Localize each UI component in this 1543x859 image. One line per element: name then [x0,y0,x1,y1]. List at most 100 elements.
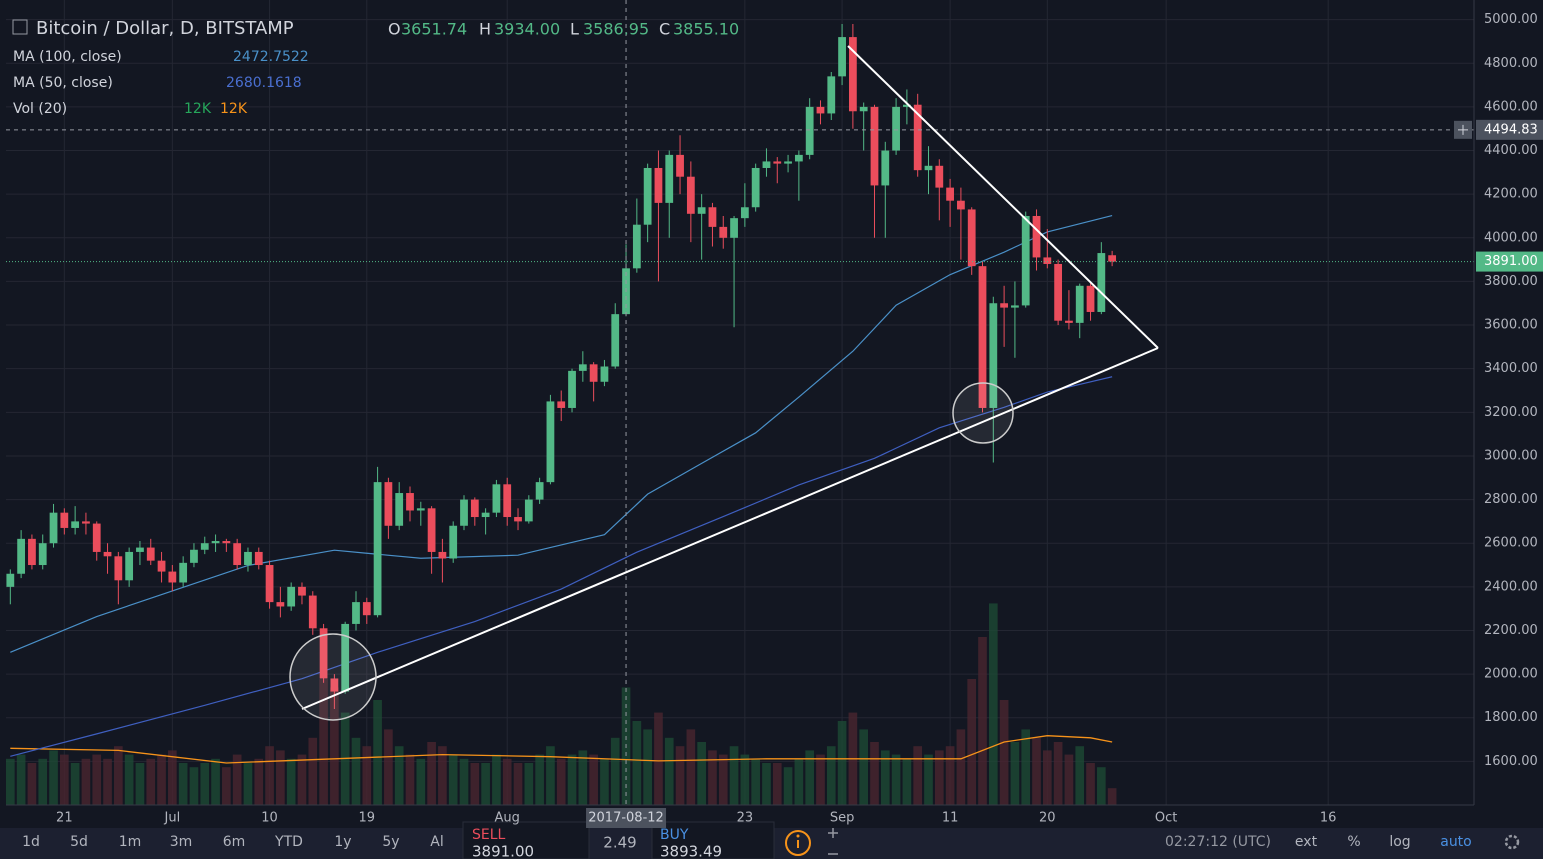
clock: 02:27:12 (UTC) [1165,834,1271,850]
volume-bar [1097,767,1106,805]
candle-body [1065,320,1073,323]
volume-bar [772,763,782,805]
candle-body [1043,257,1052,264]
range-button[interactable]: 5d [70,834,88,850]
candle-body [492,484,501,513]
range-button[interactable]: 1m [119,834,142,850]
candle-body [71,521,80,528]
settings-icon[interactable] [1504,834,1520,850]
candle-body [784,161,792,164]
candle-body [719,226,728,238]
volume-bar [610,737,620,805]
circle-drawing[interactable] [952,382,1014,444]
candle-body [28,538,36,566]
candle-body [794,154,803,162]
candle-body [362,602,371,616]
volume-bar [427,742,436,805]
percent-button[interactable]: % [1347,834,1360,850]
volume-bar [697,742,706,805]
candle-body [578,364,587,371]
candle-body [17,538,26,574]
candle-body [1011,305,1019,308]
volume-bar [416,758,426,805]
volume-bar [60,754,69,805]
candle-body [395,493,404,526]
candle-body [848,37,857,112]
indicator-name[interactable]: MA (50, close) [13,75,113,91]
info-icon[interactable] [785,830,811,856]
volume-bar [999,700,1009,805]
range-button[interactable]: YTD [274,834,303,850]
log-button[interactable]: log [1389,834,1410,850]
indicator-name[interactable]: MA (100, close) [13,49,122,65]
candle-body [740,207,749,219]
range-button[interactable]: 6m [223,834,246,850]
ext-button[interactable]: ext [1295,834,1318,850]
auto-button[interactable]: auto [1440,834,1472,850]
zoom-buttons[interactable] [828,828,838,855]
x-tick-label: 11 [942,811,959,826]
candle-body [1032,215,1041,258]
volume-bar [956,729,966,805]
volume-bar [405,754,415,805]
range-button[interactable]: 1d [22,834,40,850]
volume-bar [189,767,199,805]
volume-bar [200,763,210,805]
trend-line[interactable] [301,347,1159,710]
y-tick-label: 3000.00 [1484,448,1538,463]
volume-bar [81,758,91,805]
volume-bar [913,746,923,805]
y-tick-label: 2200.00 [1484,623,1538,638]
volume-bar [1086,763,1095,805]
collapse-icon[interactable] [12,19,28,35]
range-button[interactable]: Al [430,834,443,850]
buy-price: 3893.49 [660,843,722,859]
range-button[interactable]: 5y [382,834,399,850]
candle-body [924,165,933,171]
circle-drawing[interactable] [289,633,377,721]
sell-button[interactable] [462,821,590,859]
volume-ma-line [10,735,1113,764]
trend-line[interactable] [847,45,1159,349]
volume-bar [330,687,339,805]
volume-bar [1053,742,1063,805]
candle-body [1000,303,1008,308]
buy-button[interactable] [651,821,775,859]
candle-body [524,499,533,522]
volume-bar [654,712,663,805]
volume-bar [1042,750,1052,805]
candle-body [697,207,706,214]
volume-bar [632,721,642,805]
ohlc-label: O [388,20,401,39]
volume-bar [967,679,977,805]
volume-bar [567,754,577,805]
candle-body [946,187,954,201]
volume-bar [38,758,48,805]
y-tick-label: 4800.00 [1484,56,1538,71]
volume-bar [308,737,318,805]
volume-bar [578,750,588,805]
candle-body [643,167,652,225]
candle-body [957,200,965,210]
ohlc-label: L [570,20,579,39]
volume-bar [891,754,901,805]
candle-body [913,104,922,171]
symbol[interactable]: Bitcoin / Dollar, D, BITSTAMP [36,18,294,39]
volume-bar [924,754,933,805]
candle-body [341,623,350,692]
candle-body [298,586,306,596]
x-tick-label: Aug [495,811,520,826]
volume-bar [880,750,890,805]
volume-bar [146,758,156,805]
candle-body [1075,285,1084,323]
volume-bar [373,700,382,805]
candle-body [179,562,188,583]
candle-body [632,224,641,269]
range-button[interactable]: 3m [170,834,193,850]
candle-body [892,106,900,151]
volume-bar [729,746,739,805]
range-button[interactable]: 1y [334,834,351,850]
indicator-name[interactable]: Vol (20) [13,101,67,117]
